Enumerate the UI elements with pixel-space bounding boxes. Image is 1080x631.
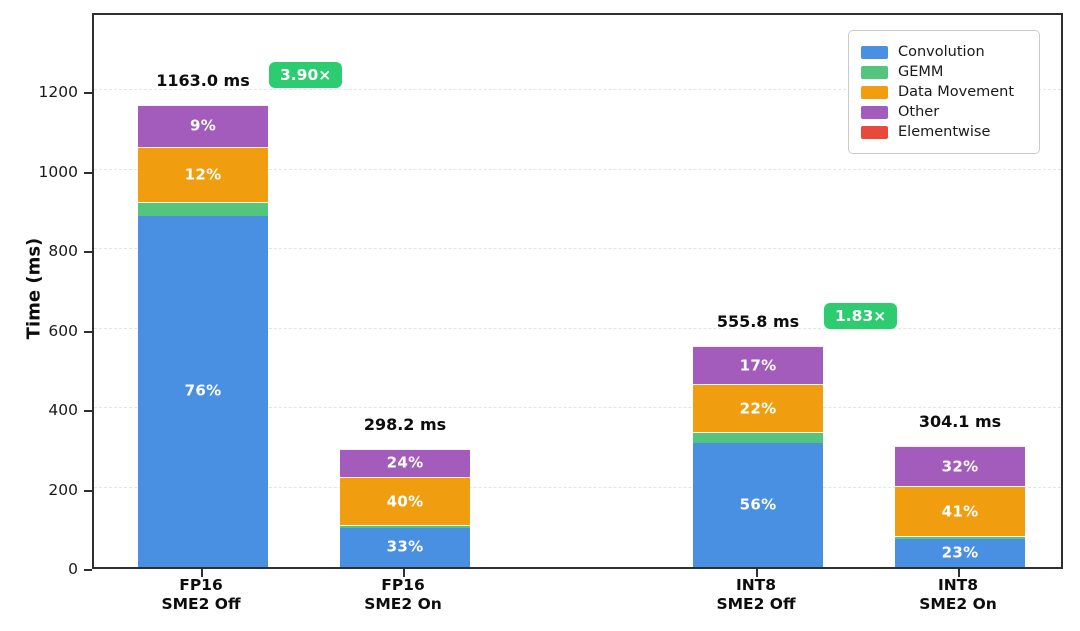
total-time-label: 298.2 ms (363, 414, 447, 434)
x-tick-mark (403, 569, 405, 577)
legend-label: Convolution (898, 44, 985, 60)
percent-label: 24% (386, 454, 424, 473)
legend-item-data-movement: Data Movement (861, 84, 1027, 100)
percent-label: 23% (941, 543, 979, 562)
bar-segment-data-movement: 40% (340, 477, 470, 525)
gridline-200 (94, 486, 1061, 488)
gridline-800 (94, 248, 1061, 250)
gridline-400 (94, 407, 1061, 409)
legend-swatch-icon (861, 45, 888, 59)
speedup-badge: 3.90× (269, 62, 343, 89)
legend-item-elementwise: Elementwise (861, 124, 1027, 140)
bar-segment-gemm (340, 524, 470, 528)
stacked-bar-int8-sme2on: 23% 41% 32% (895, 446, 1025, 567)
x-category-label: INT8 SME2 Off (716, 576, 795, 614)
x-category-line1: INT8 (937, 576, 979, 594)
total-time-label: 555.8 ms (716, 312, 800, 332)
stacked-bar-fp16-sme2on: 33% 40% 24% (340, 448, 470, 567)
gridline-600 (94, 327, 1061, 329)
y-tick-mark (84, 92, 92, 95)
bar-segment-convolution: 76% (138, 215, 268, 567)
x-category-label: FP16 SME2 On (364, 576, 442, 614)
legend-swatch-icon (861, 105, 888, 119)
x-category-line2: SME2 On (919, 595, 997, 613)
legend-label: Other (898, 104, 940, 120)
legend-swatch-icon (861, 85, 888, 99)
plot-area: Convolution GEMM Data Movement Other Element… (92, 13, 1063, 569)
bar-segment-data-movement: 22% (693, 383, 823, 433)
percent-label: 12% (184, 165, 222, 184)
y-tick-label: 200 (48, 480, 78, 499)
legend: Convolution GEMM Data Movement Other Element… (848, 30, 1040, 154)
legend-label: GEMM (898, 64, 944, 80)
y-tick-mark (84, 251, 92, 254)
y-tick-mark (84, 489, 92, 492)
legend-item-other: Other (861, 104, 1027, 120)
bar-segment-data-movement: 12% (138, 146, 268, 203)
x-category-line2: SME2 Off (716, 595, 796, 613)
y-tick-label: 1200 (38, 83, 78, 102)
bar-segment-other: 17% (693, 346, 823, 384)
percent-label: 9% (189, 117, 217, 136)
percent-label: 56% (739, 495, 777, 514)
percent-label: 76% (184, 382, 222, 401)
gridline-1200 (94, 89, 1061, 91)
percent-label: 32% (941, 457, 979, 476)
x-tick-mark (958, 569, 960, 577)
y-tick-mark (84, 410, 92, 413)
legend-label: Data Movement (898, 84, 1015, 100)
x-tick-mark (201, 569, 203, 577)
x-category-line1: FP16 (179, 576, 223, 594)
gridline-1000 (94, 168, 1061, 170)
bar-segment-convolution: 23% (895, 538, 1025, 567)
percent-label: 40% (386, 492, 424, 511)
bar-segment-gemm (693, 432, 823, 444)
legend-item-convolution: Convolution (861, 44, 1027, 60)
stacked-bar-fp16-sme2off: 76% 12% 9% (138, 105, 268, 567)
x-category-line2: SME2 Off (161, 595, 241, 613)
x-category-line1: INT8 (735, 576, 777, 594)
x-tick-mark (756, 569, 758, 577)
total-time-label: 304.1 ms (918, 412, 1002, 432)
bar-segment-other: 9% (138, 105, 268, 147)
y-tick-label: 800 (48, 242, 78, 261)
percent-label: 33% (386, 538, 424, 557)
bar-segment-data-movement: 41% (895, 485, 1025, 537)
bar-segment-convolution: 56% (693, 443, 823, 567)
legend-label: Elementwise (898, 124, 991, 140)
speedup-badge: 1.83× (824, 303, 898, 330)
bar-segment-convolution: 33% (340, 527, 470, 567)
y-tick-mark (84, 330, 92, 333)
x-category-line2: SME2 On (364, 595, 442, 613)
y-tick-mark (84, 171, 92, 174)
x-category-label: FP16 SME2 Off (161, 576, 240, 614)
bar-segment-other: 24% (340, 448, 470, 478)
y-tick-label: 0 (68, 560, 78, 578)
bar-segment-other: 32% (895, 446, 1025, 486)
bar-segment-gemm (138, 202, 268, 216)
percent-label: 22% (739, 399, 777, 418)
legend-swatch-icon (861, 65, 888, 79)
y-tick-label: 600 (48, 321, 78, 340)
percent-label: 17% (739, 356, 777, 375)
y-tick-label: 1000 (38, 162, 78, 181)
percent-label: 41% (941, 502, 979, 521)
stacked-bar-int8-sme2off: 56% 22% 17% (693, 346, 823, 567)
legend-swatch-icon (861, 125, 888, 139)
y-tick-mark (84, 569, 92, 571)
total-time-label: 1163.0 ms (156, 71, 250, 91)
y-tick-label: 400 (48, 401, 78, 420)
bar-segment-gemm (895, 536, 1025, 539)
legend-item-gemm: GEMM (861, 64, 1027, 80)
x-category-line1: FP16 (381, 576, 425, 594)
x-category-label: INT8 SME2 On (919, 576, 997, 614)
